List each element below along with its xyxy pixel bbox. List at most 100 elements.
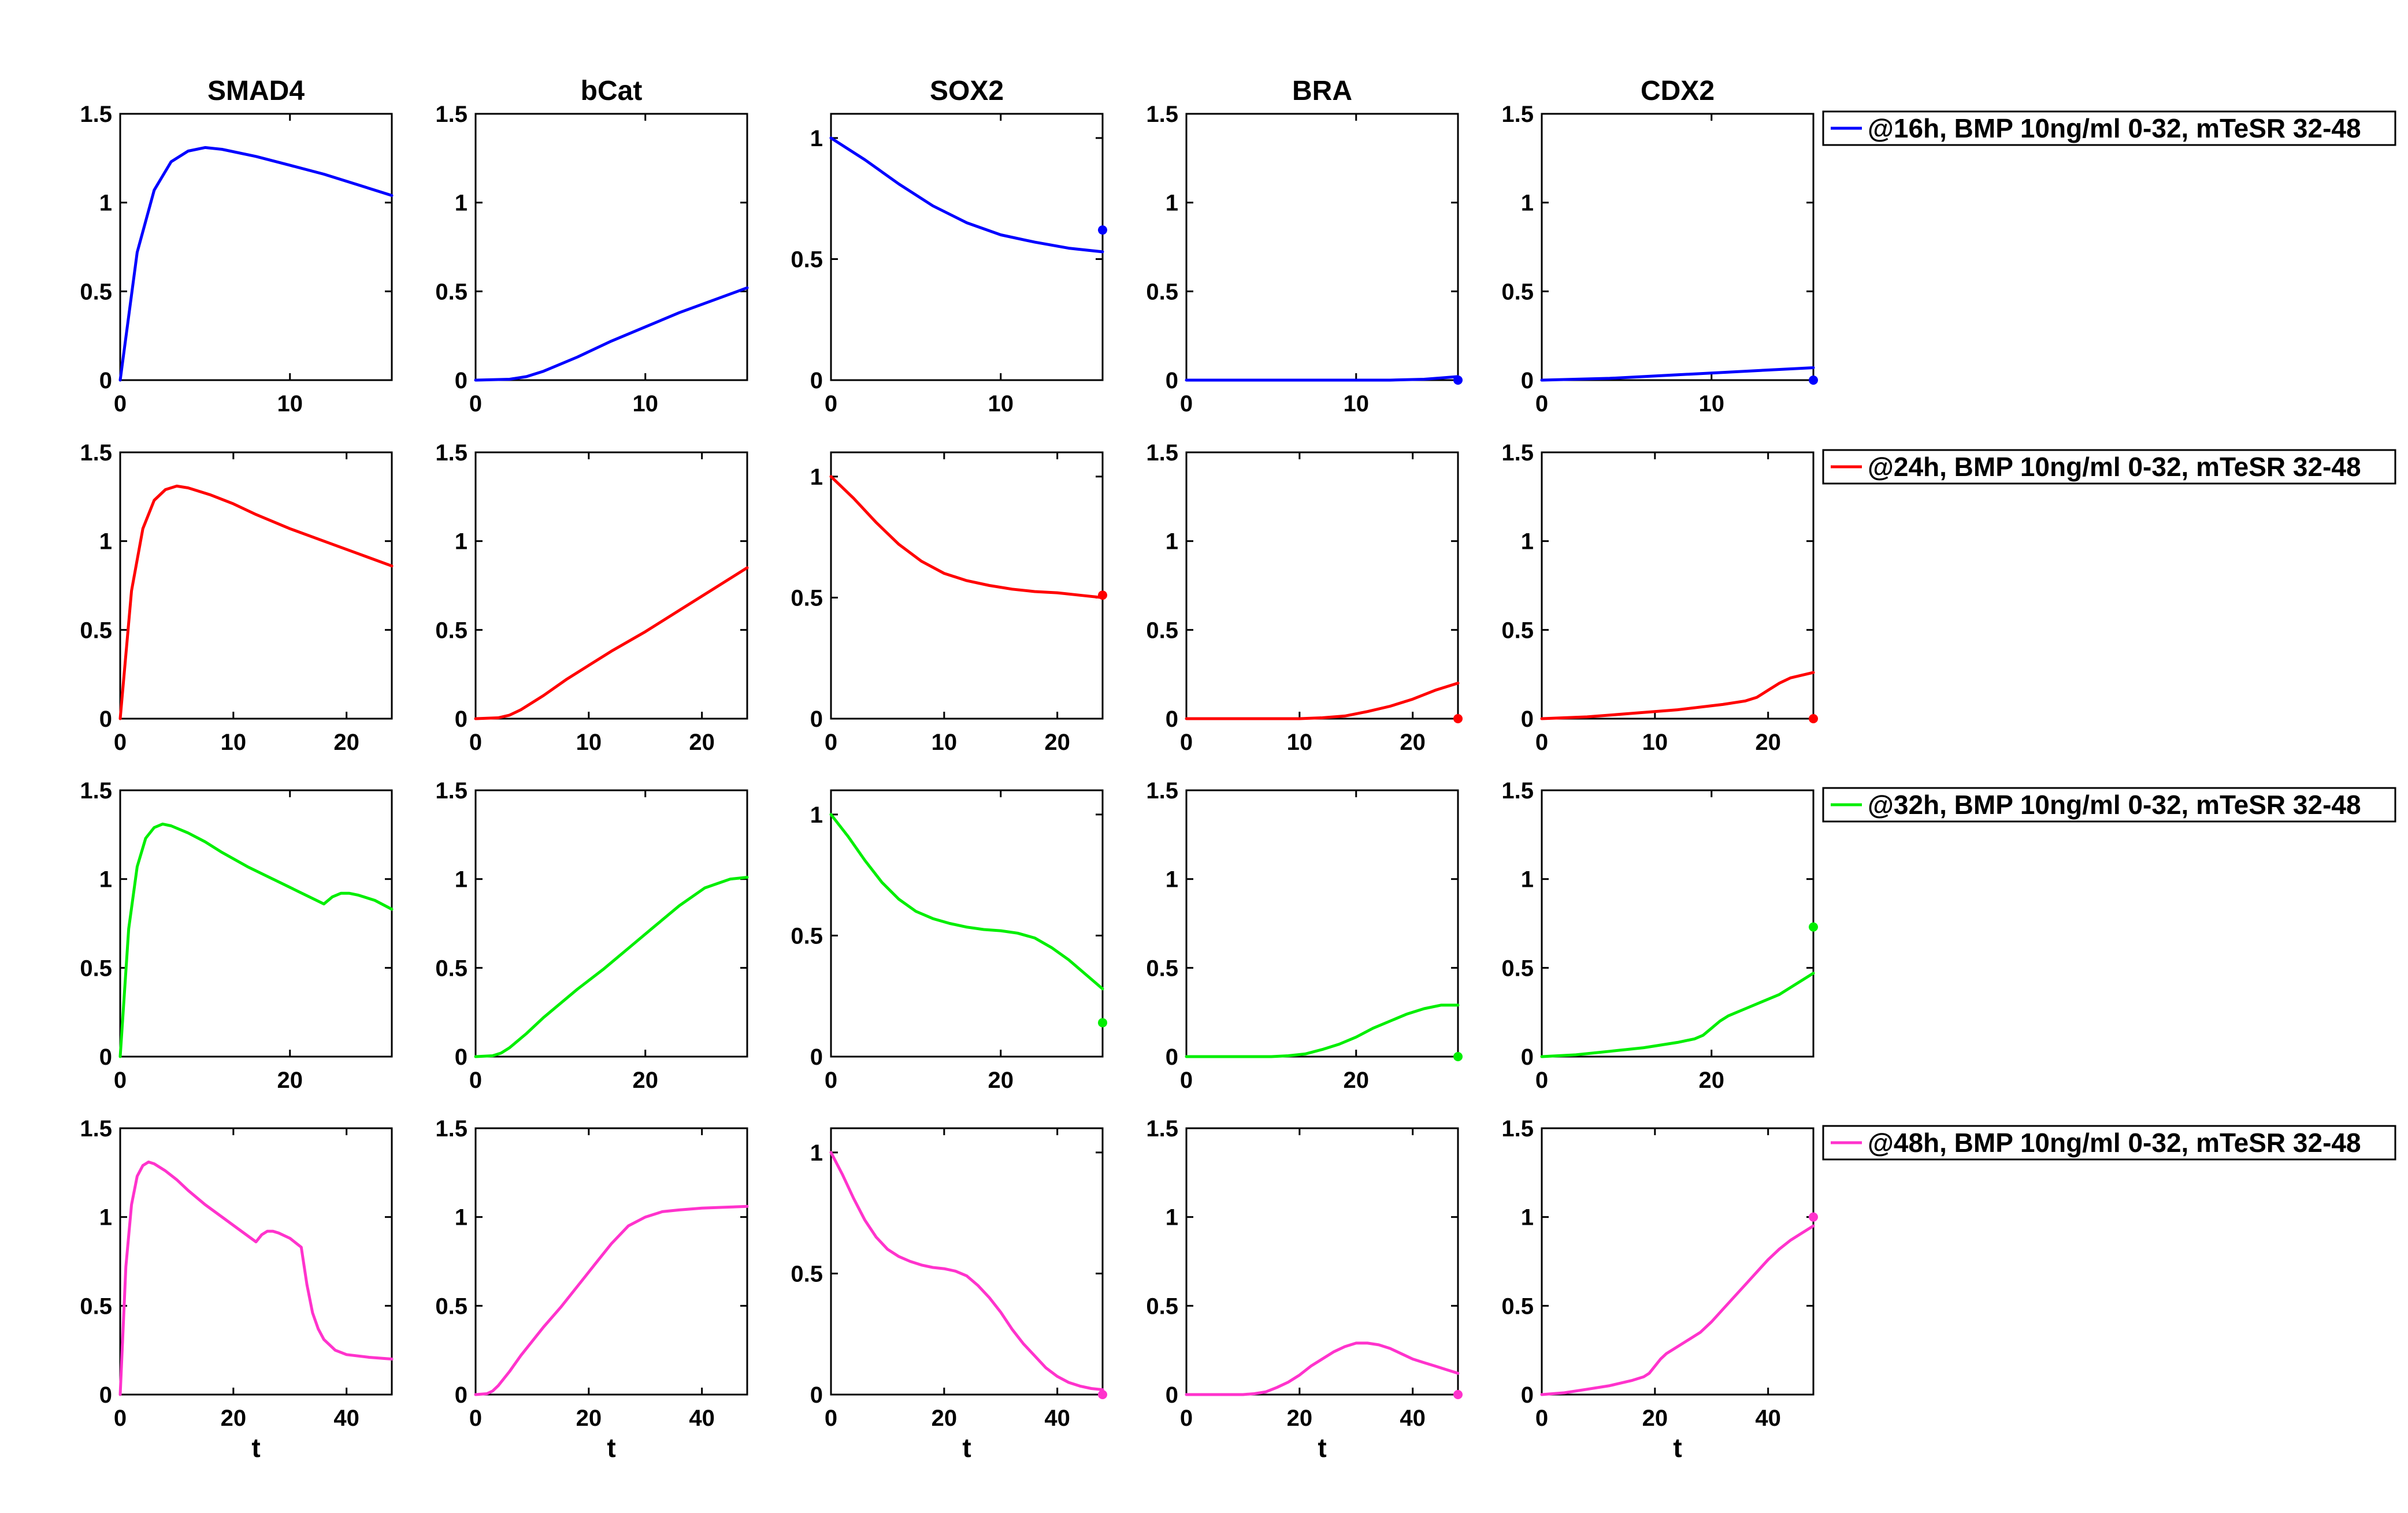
panel-r3-smad4: 0 0.5 1 1.5 0 20 — [80, 778, 394, 1093]
y-tick-label: 0.5 — [1146, 956, 1178, 981]
series-line — [1540, 972, 1815, 1058]
panel-r3-sox2: 0 0.5 1 0 20 — [791, 789, 1107, 1093]
x-tick-label: 10 — [1344, 391, 1370, 417]
x-tick-label: 0 — [825, 391, 837, 417]
y-tick-label: 0.5 — [80, 956, 112, 981]
series-line — [474, 566, 749, 720]
y-tick-label: 1.5 — [1501, 778, 1534, 804]
legend-row-2: @24h, BMP 10ng/ml 0-32, mTeSR 32-48 — [1822, 449, 2396, 485]
y-tick-label: 0 — [1166, 1044, 1178, 1070]
y-tick-label: 0.5 — [1146, 279, 1178, 304]
series-line — [829, 136, 1104, 254]
axes-box — [1185, 451, 1459, 720]
y-tick-label: 1 — [1521, 529, 1534, 555]
series-line — [118, 146, 394, 382]
y-tick-label: 0.5 — [435, 956, 467, 981]
x-tick-label: 0 — [1535, 1406, 1548, 1431]
y-tick-label: 0.5 — [1501, 618, 1534, 643]
y-tick-label: 1.5 — [1146, 440, 1178, 466]
x-tick-label: 20 — [1344, 1068, 1370, 1093]
y-tick-label: 0.5 — [1501, 956, 1534, 981]
series-line — [1185, 1341, 1460, 1396]
panel-r4-bcat: 0 0.5 1 1.5 0 20 40 t — [435, 1116, 749, 1463]
y-tick-label: 0 — [455, 707, 467, 732]
y-tick-label: 1 — [455, 191, 467, 216]
x-tick-label: 0 — [114, 391, 127, 417]
x-tick-label: 0 — [1535, 730, 1548, 755]
y-tick-label: 1 — [1521, 1205, 1534, 1231]
axes-box — [830, 1127, 1104, 1396]
x-tick-label: 0 — [1535, 391, 1548, 417]
panel-r1-bra: 0 0.5 1 1.5 0 10 — [1146, 102, 1463, 417]
y-tick-label: 1 — [455, 529, 467, 555]
series-line — [1540, 366, 1815, 382]
axes-box — [830, 789, 1104, 1058]
y-tick-label: 1 — [1166, 867, 1178, 893]
panel-r3-bcat: 0 0.5 1 1.5 0 20 — [435, 778, 749, 1093]
x-tick-label: 20 — [1400, 730, 1426, 755]
data-point-marker — [1453, 714, 1463, 723]
y-tick-label: 1 — [1166, 529, 1178, 555]
y-tick-label: 1.5 — [80, 1116, 112, 1142]
y-tick-label: 0 — [810, 1382, 823, 1408]
y-tick-label: 0.5 — [791, 585, 823, 611]
x-tick-label: 20 — [689, 730, 715, 755]
panel-r1-smad4: 0 0.5 1 1.5 0 10 — [80, 102, 394, 417]
x-axis-label: t — [1318, 1433, 1326, 1463]
data-point-marker — [1809, 376, 1818, 385]
y-tick-label: 1 — [455, 1205, 467, 1231]
panel-r4-sox2: 0 0.5 1 0 20 40 t — [791, 1127, 1107, 1463]
x-tick-label: 20 — [1755, 730, 1781, 755]
series-line — [118, 484, 394, 720]
x-tick-label: 0 — [469, 730, 482, 755]
y-tick-label: 0 — [1521, 1382, 1534, 1408]
series-line — [1185, 682, 1460, 720]
axes-box — [119, 789, 393, 1058]
column-title-cdx2: CDX2 — [1641, 76, 1715, 106]
legend-row-4: @48h, BMP 10ng/ml 0-32, mTeSR 32-48 — [1822, 1125, 2396, 1161]
y-tick-label: 1 — [810, 464, 823, 490]
y-tick-label: 0.5 — [80, 279, 112, 304]
x-tick-label: 10 — [1699, 391, 1725, 417]
y-tick-label: 1.5 — [435, 778, 467, 804]
data-point-marker — [1098, 225, 1107, 235]
x-tick-label: 0 — [1180, 1406, 1193, 1431]
y-tick-label: 0.5 — [80, 618, 112, 643]
x-tick-label: 20 — [1699, 1068, 1725, 1093]
y-tick-label: 0 — [455, 368, 467, 393]
y-tick-label: 1 — [810, 802, 823, 828]
x-tick-label: 40 — [1400, 1406, 1426, 1431]
column-title-bcat: bCat — [581, 76, 643, 106]
panel-r2-cdx2: 0 0.5 1 1.5 0 10 20 — [1501, 440, 1818, 755]
legend-box — [1822, 1125, 2396, 1161]
y-tick-label: 0.5 — [1146, 618, 1178, 643]
y-tick-label: 1.5 — [1501, 1116, 1534, 1142]
x-tick-label: 20 — [277, 1068, 303, 1093]
legend-label: @16h, BMP 10ng/ml 0-32, mTeSR 32-48 — [1868, 113, 2361, 143]
column-title-sox2: SOX2 — [930, 76, 1004, 106]
panel-r2-bcat: 0 0.5 1 1.5 0 10 20 — [435, 440, 749, 755]
panel-r4-smad4: 0 0.5 1 1.5 0 20 40 t — [80, 1116, 394, 1463]
series-line — [1185, 375, 1460, 382]
x-tick-label: 10 — [932, 730, 958, 755]
y-tick-label: 0 — [455, 1044, 467, 1070]
y-tick-label: 1 — [1166, 191, 1178, 216]
y-tick-label: 0 — [99, 368, 112, 393]
x-tick-label: 0 — [114, 1406, 127, 1431]
x-tick-label: 10 — [1287, 730, 1313, 755]
y-tick-label: 1.5 — [1146, 1116, 1178, 1142]
y-tick-label: 0 — [1166, 1382, 1178, 1408]
panel-r3-bra: 0 0.5 1 1.5 0 20 — [1146, 778, 1463, 1093]
x-tick-label: 20 — [1044, 730, 1070, 755]
x-tick-label: 20 — [988, 1068, 1014, 1093]
y-tick-label: 1.5 — [1146, 102, 1178, 127]
series-line — [118, 822, 394, 1058]
y-tick-label: 0 — [99, 1044, 112, 1070]
series-line — [1540, 671, 1815, 720]
axes-box — [1541, 113, 1815, 381]
y-tick-label: 0 — [1521, 707, 1534, 732]
x-tick-label: 20 — [1287, 1406, 1313, 1431]
y-tick-label: 0 — [810, 368, 823, 393]
axes-box — [119, 451, 393, 720]
